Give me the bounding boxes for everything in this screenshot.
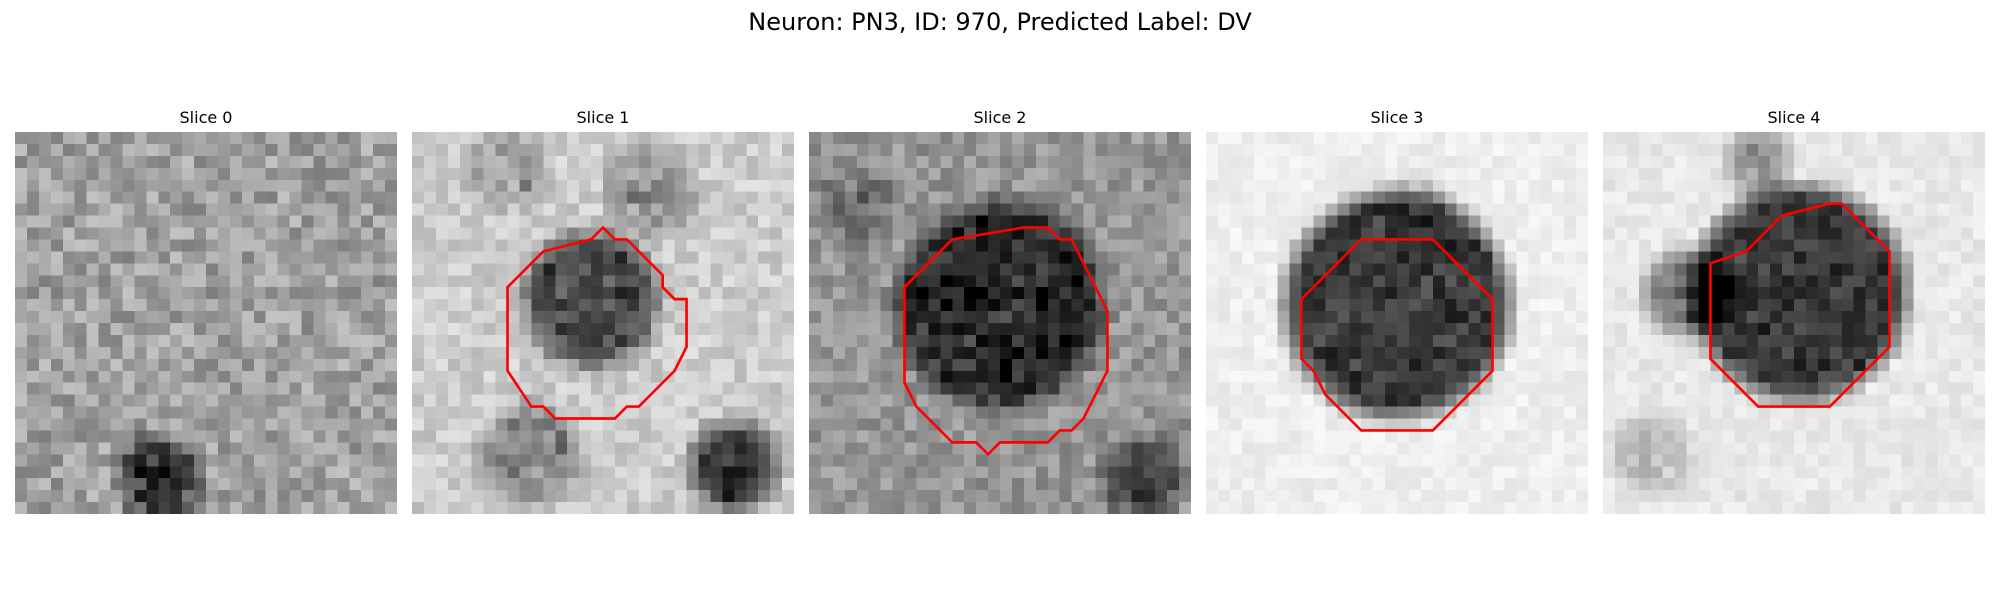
slice-panel-1: Slice 1 bbox=[412, 108, 794, 514]
slice-title: Slice 3 bbox=[1370, 108, 1424, 127]
slice-image bbox=[412, 132, 794, 514]
slice-title: Slice 4 bbox=[1767, 108, 1821, 127]
cell-outline bbox=[903, 226, 1109, 457]
slice-title: Slice 1 bbox=[576, 108, 630, 127]
slice-title: Slice 2 bbox=[973, 108, 1027, 127]
slice-image bbox=[1206, 132, 1588, 514]
slice-panel-3: Slice 3 bbox=[1206, 108, 1588, 514]
slice-panel-4: Slice 4 bbox=[1603, 108, 1985, 514]
slice-image bbox=[809, 132, 1191, 514]
slice-panel-2: Slice 2 bbox=[809, 108, 1191, 514]
cell-outline bbox=[506, 225, 688, 420]
slice-image bbox=[15, 132, 397, 514]
cell-outline bbox=[1709, 202, 1891, 408]
figure-title: Neuron: PN3, ID: 970, Predicted Label: D… bbox=[748, 8, 1252, 36]
cell-outline bbox=[1300, 238, 1494, 432]
slice-panel-0: Slice 0 bbox=[15, 108, 397, 514]
slice-image bbox=[1603, 132, 1985, 514]
slice-title: Slice 0 bbox=[179, 108, 233, 127]
